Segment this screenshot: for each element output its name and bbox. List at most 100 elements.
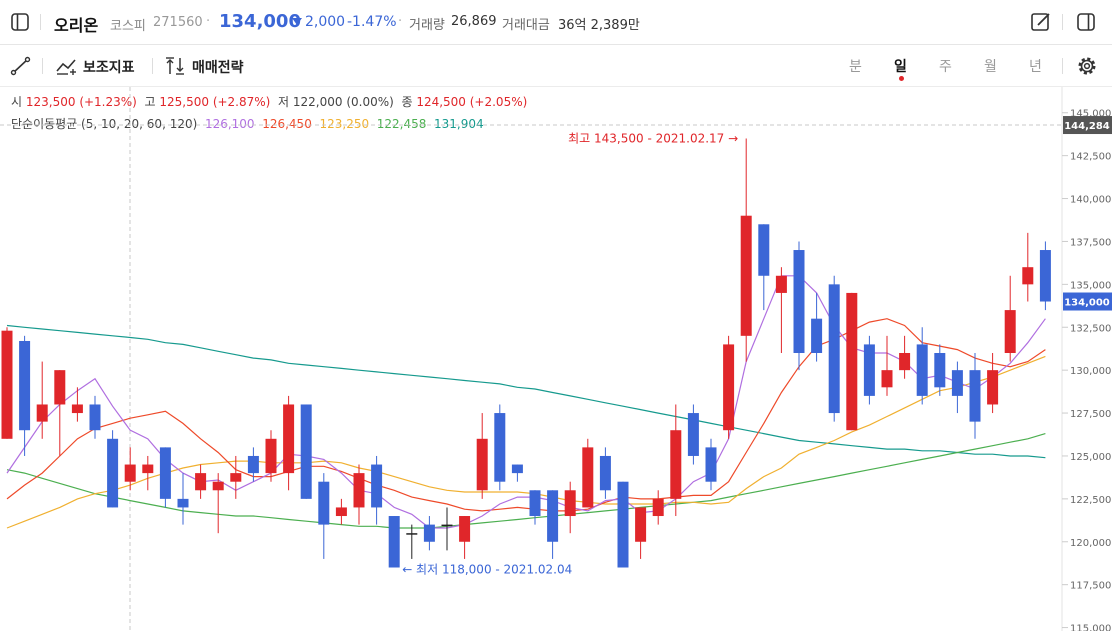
candle[interactable] — [705, 438, 717, 491]
candle[interactable] — [107, 430, 119, 508]
candle[interactable] — [1004, 275, 1016, 362]
last-price-tag — [1063, 292, 1112, 311]
candle[interactable] — [36, 361, 48, 439]
volume-value: 26,869 — [451, 14, 497, 29]
candle[interactable] — [582, 438, 594, 508]
candle-body — [107, 438, 119, 508]
candle-body — [318, 481, 330, 525]
candle[interactable] — [159, 447, 171, 508]
candle-body — [564, 490, 576, 517]
candle[interactable] — [511, 464, 523, 482]
candle[interactable] — [881, 335, 893, 396]
candle[interactable] — [494, 404, 506, 491]
price-change-pct: -1.47% — [347, 14, 397, 30]
candle[interactable] — [19, 335, 31, 456]
candle[interactable] — [793, 241, 805, 371]
candle[interactable] — [371, 455, 383, 525]
candle[interactable] — [406, 524, 418, 559]
candle[interactable] — [459, 516, 471, 559]
candle[interactable] — [758, 224, 770, 311]
candle-body — [511, 464, 523, 474]
candle[interactable] — [441, 507, 453, 551]
edit-icon[interactable] — [1030, 11, 1052, 33]
candle[interactable] — [775, 267, 787, 353]
candle[interactable] — [230, 455, 242, 499]
y-tick-label: 117,500 — [1070, 581, 1111, 592]
candle[interactable] — [476, 413, 488, 499]
period-year[interactable]: 년 — [1029, 59, 1042, 75]
candle[interactable] — [670, 404, 682, 517]
candle[interactable] — [564, 481, 576, 534]
candle[interactable] — [124, 447, 136, 491]
period-minute[interactable]: 분 — [849, 59, 862, 75]
close-value: 124,500 (+2.05%) — [416, 95, 528, 109]
low-value: 122,000 (0.00%) — [292, 95, 394, 109]
period-day[interactable]: 일 — [894, 59, 907, 75]
candle[interactable] — [1039, 241, 1051, 311]
candle[interactable] — [652, 490, 664, 525]
candle[interactable] — [687, 404, 699, 465]
candle-body — [599, 455, 611, 491]
candle-body — [353, 473, 365, 508]
current-price: 134,000 — [219, 11, 301, 32]
active-period-dot — [899, 76, 904, 81]
candle[interactable] — [899, 335, 911, 379]
candle[interactable] — [846, 292, 858, 431]
candle[interactable] — [212, 473, 224, 534]
period-week[interactable]: 주 — [939, 59, 952, 75]
candle-body — [142, 464, 154, 474]
candle[interactable] — [265, 430, 277, 482]
candle-body — [529, 490, 541, 517]
candle[interactable] — [599, 447, 611, 499]
candle-body — [265, 438, 277, 474]
candle[interactable] — [318, 473, 330, 559]
candle[interactable] — [1022, 232, 1034, 302]
ma60-value: 122,458 — [376, 117, 427, 131]
candle-body — [1022, 267, 1034, 285]
candle[interactable] — [300, 404, 312, 499]
candle[interactable] — [177, 473, 189, 525]
candle[interactable] — [54, 370, 66, 456]
candle[interactable] — [934, 344, 946, 396]
candle[interactable] — [916, 327, 928, 405]
candle[interactable] — [951, 361, 963, 414]
candle-body — [705, 447, 717, 482]
candle[interactable] — [353, 464, 365, 525]
candle[interactable] — [635, 507, 647, 559]
candle[interactable] — [987, 352, 999, 414]
candle[interactable] — [723, 335, 735, 439]
candle[interactable] — [740, 138, 752, 362]
candle[interactable] — [828, 275, 840, 422]
indicator-label: 보조지표 — [83, 60, 135, 76]
y-tick-label: 127,500 — [1070, 409, 1111, 420]
candle[interactable] — [547, 490, 559, 559]
candle[interactable] — [969, 352, 981, 439]
candle[interactable] — [195, 464, 207, 499]
candle[interactable] — [863, 335, 875, 405]
candle[interactable] — [142, 455, 154, 491]
candle-body — [951, 370, 963, 396]
ma5-value: 126,100 — [204, 117, 255, 131]
panel-toggle-icon[interactable] — [1076, 12, 1096, 32]
candle[interactable] — [335, 498, 347, 525]
draw-line-icon[interactable] — [10, 56, 32, 76]
candle[interactable] — [811, 292, 823, 362]
candle-body — [19, 340, 31, 431]
candle[interactable] — [71, 387, 83, 422]
stock-header: 오리온 코스피 271560 · 134,000 2,000 -1.47% · … — [0, 0, 1112, 45]
candle-body — [740, 215, 752, 336]
candle[interactable] — [388, 516, 400, 568]
y-tick-label: 125,000 — [1070, 452, 1111, 463]
candle[interactable] — [247, 447, 259, 482]
candle[interactable] — [529, 490, 541, 525]
candle[interactable] — [617, 481, 629, 568]
candle[interactable] — [89, 395, 101, 439]
candle[interactable] — [283, 395, 295, 491]
period-month[interactable]: 월 — [984, 59, 997, 75]
candle[interactable] — [423, 516, 435, 551]
candle-body — [687, 413, 699, 456]
candle[interactable] — [1, 327, 13, 439]
sidebar-toggle-icon[interactable] — [10, 12, 30, 32]
gear-icon[interactable] — [1076, 55, 1098, 77]
